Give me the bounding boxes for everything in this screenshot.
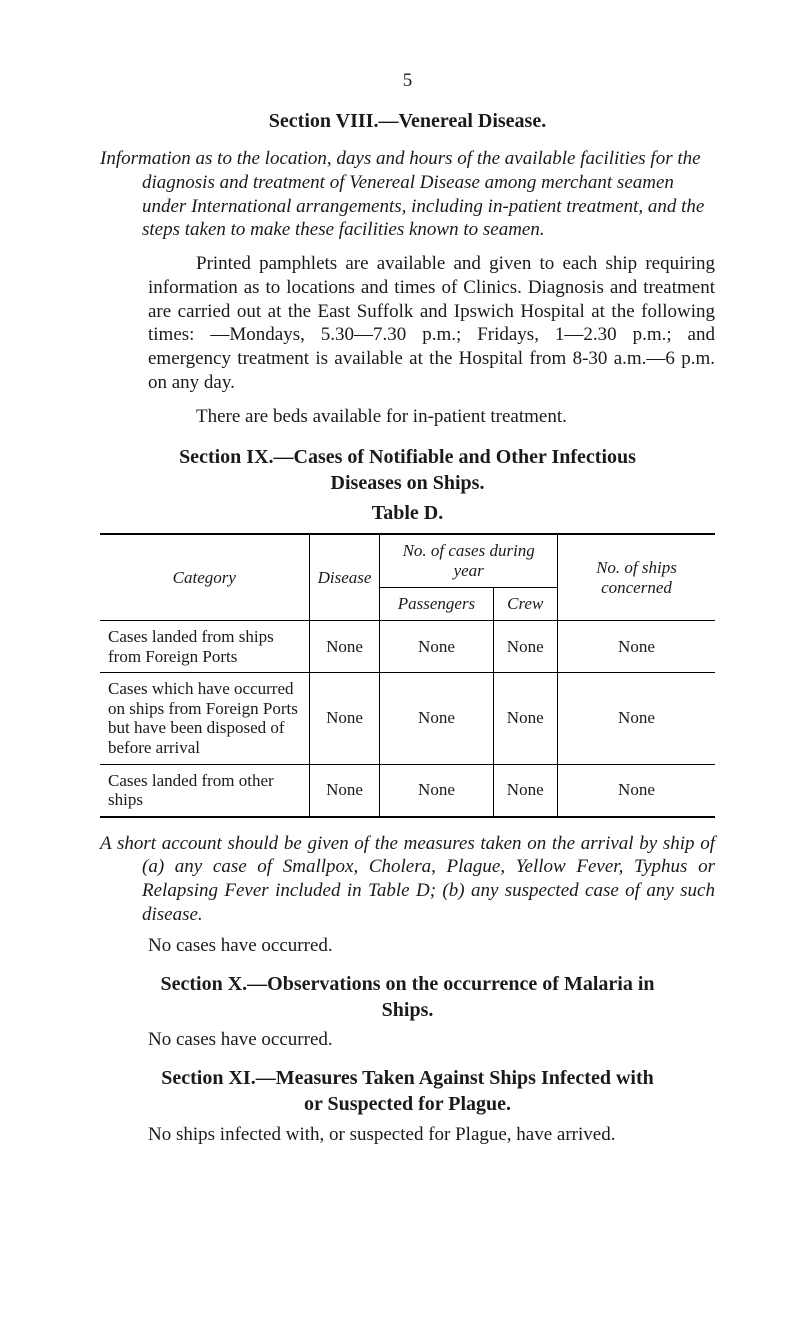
section-ix-heading-line1: Section IX.—Cases of Notifiable and Othe… [179, 446, 636, 468]
col-ships: No. of ships concerned [557, 534, 715, 621]
table-d-title: Table D. [100, 502, 715, 525]
section-x-body: No cases have occurred. [100, 1029, 715, 1051]
col-category: Category [100, 534, 309, 621]
table-row-passengers: None [380, 673, 493, 764]
table-row-ships: None [557, 673, 715, 764]
section-x-heading-line1: Section X.—Observations on the occurrenc… [160, 973, 654, 995]
section-ix-heading: Section IX.—Cases of Notifiable and Othe… [100, 444, 715, 496]
col-cases-span: No. of cases during year [380, 534, 558, 588]
section-ix-after-note: No cases have occurred. [100, 935, 715, 957]
section-x-heading: Section X.—Observations on the occurrenc… [100, 971, 715, 1023]
table-d: Category Disease No. of cases during yea… [100, 533, 715, 817]
section-ix-heading-line2: Diseases on Ships. [331, 472, 485, 494]
table-row-disease: None [309, 621, 380, 673]
table-row-category: Cases landed from other ships [100, 764, 309, 817]
col-crew: Crew [493, 588, 557, 621]
section-xi-heading-line1: Section XI.—Measures Taken Against Ships… [161, 1067, 653, 1089]
table-row-crew: None [493, 764, 557, 817]
section-viii-para-2: There are beds available for in-patient … [100, 405, 715, 429]
table-row-ships: None [557, 621, 715, 673]
table-row-category: Cases which have occurred on ships from … [100, 673, 309, 764]
table-row-ships: None [557, 764, 715, 817]
section-x-heading-line2: Ships. [382, 999, 434, 1021]
section-xi-heading-line2: or Suspected for Plague. [304, 1093, 511, 1115]
table-row-category: Cases landed from ships from Foreign Por… [100, 621, 309, 673]
page-number: 5 [100, 70, 715, 92]
table-row-crew: None [493, 621, 557, 673]
section-viii-para-1: Printed pamphlets are available and give… [100, 252, 715, 395]
section-viii-heading: Section VIII.—Venereal Disease. [100, 110, 715, 133]
table-row-disease: None [309, 673, 380, 764]
section-xi-heading: Section XI.—Measures Taken Against Ships… [100, 1065, 715, 1117]
table-row-passengers: None [380, 764, 493, 817]
section-viii-intro: Information as to the location, days and… [100, 147, 715, 242]
col-disease: Disease [309, 534, 380, 621]
table-row-disease: None [309, 764, 380, 817]
col-passengers: Passengers [380, 588, 493, 621]
document-page: 5 Section VIII.—Venereal Disease. Inform… [0, 0, 800, 1335]
table-row-crew: None [493, 673, 557, 764]
section-xi-body: No ships infected with, or suspected for… [100, 1123, 715, 1147]
section-ix-note: A short account should be given of the m… [100, 832, 715, 927]
table-row-passengers: None [380, 621, 493, 673]
